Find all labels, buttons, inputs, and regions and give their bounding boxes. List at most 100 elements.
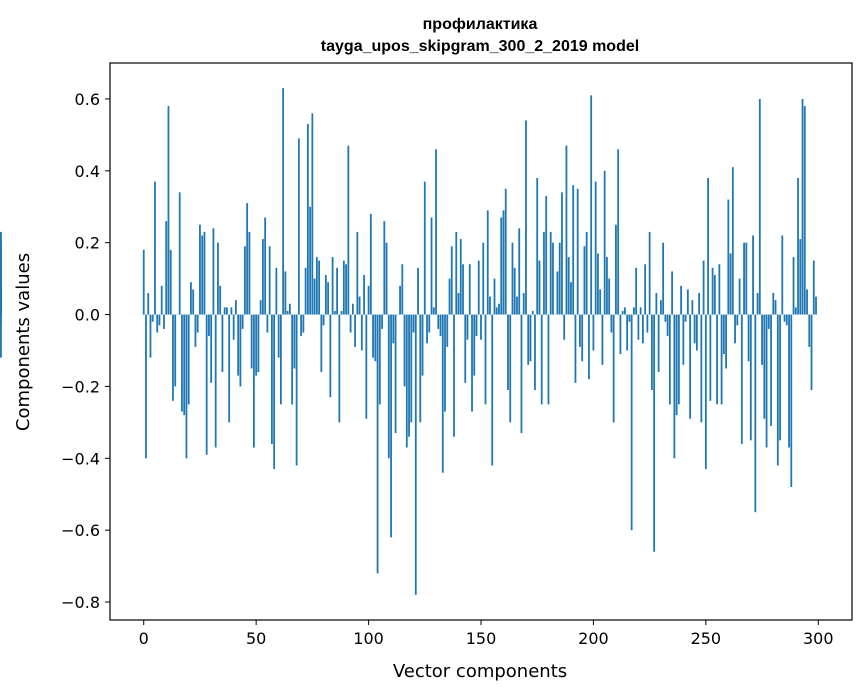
bar — [662, 242, 665, 315]
y-tick-label: 0.0 — [75, 306, 100, 325]
bar — [376, 314, 379, 574]
bar — [567, 257, 570, 315]
bar — [610, 314, 613, 333]
bar — [583, 246, 586, 315]
bar — [468, 264, 471, 315]
bar — [489, 296, 491, 315]
bar — [232, 314, 235, 340]
bar — [466, 314, 469, 340]
bar — [172, 314, 174, 401]
bar — [758, 98, 761, 315]
bar — [561, 192, 563, 315]
bar — [664, 314, 667, 322]
bar — [340, 310, 343, 315]
bar — [374, 314, 377, 362]
bar — [552, 242, 554, 315]
bar — [221, 314, 224, 373]
bar — [356, 231, 359, 315]
bar — [606, 257, 608, 315]
bar — [522, 292, 525, 315]
bar — [223, 307, 226, 315]
bar — [756, 292, 759, 315]
bar — [713, 275, 716, 315]
bar — [410, 314, 413, 423]
bar — [581, 314, 584, 362]
bar — [381, 314, 383, 329]
bar — [774, 300, 777, 315]
bar — [502, 210, 505, 315]
bar — [428, 314, 431, 333]
bar — [797, 177, 799, 315]
bar — [291, 314, 294, 405]
bar — [324, 275, 327, 315]
bar — [761, 314, 763, 365]
bar — [513, 267, 516, 315]
bar — [426, 314, 428, 344]
bar — [390, 314, 392, 538]
bar — [405, 314, 408, 448]
bar — [401, 264, 404, 315]
bar — [244, 246, 246, 315]
bar — [230, 307, 233, 315]
bar — [241, 314, 244, 329]
bar — [579, 314, 581, 347]
bar — [641, 314, 644, 344]
bar — [673, 314, 676, 459]
bar — [151, 314, 154, 322]
bar — [264, 217, 267, 315]
bar — [540, 314, 543, 405]
bar-series — [0, 88, 817, 595]
bar — [630, 314, 633, 531]
bar — [318, 260, 321, 315]
bar — [615, 224, 617, 315]
bar — [639, 307, 642, 315]
bar — [423, 181, 426, 315]
bar — [235, 300, 237, 315]
bar — [257, 314, 260, 373]
bar — [354, 314, 356, 347]
bar — [142, 249, 145, 315]
bar — [145, 314, 147, 459]
bar — [457, 292, 460, 315]
bar — [475, 314, 478, 337]
bar — [511, 242, 514, 315]
bar — [248, 231, 251, 315]
bar — [268, 246, 271, 315]
bar — [799, 239, 802, 315]
bar — [313, 278, 316, 315]
bar — [403, 314, 406, 387]
y-tick-label: −0.4 — [61, 449, 100, 468]
bar — [531, 310, 534, 315]
chart-title: профилактика — [423, 16, 538, 33]
bar — [729, 253, 732, 315]
bar — [549, 231, 552, 315]
bar — [498, 303, 500, 315]
bar — [284, 271, 287, 315]
bar — [716, 314, 718, 405]
bar — [633, 307, 635, 315]
bar — [644, 264, 647, 315]
bar — [617, 149, 620, 315]
bar — [590, 95, 593, 315]
bar — [547, 314, 550, 405]
bar — [689, 314, 692, 419]
bar — [462, 264, 464, 315]
bar — [576, 188, 579, 315]
bar — [745, 242, 748, 315]
bar — [790, 314, 793, 488]
bar — [259, 300, 262, 315]
bar — [752, 235, 754, 315]
plot-area-frame — [109, 62, 853, 621]
y-tick-label: −0.2 — [61, 377, 100, 396]
bar — [219, 285, 222, 315]
bar — [372, 314, 374, 358]
bar — [666, 314, 669, 337]
bar — [169, 249, 172, 315]
bar — [192, 289, 195, 315]
bar — [417, 267, 419, 315]
bar — [392, 314, 395, 344]
bar — [536, 177, 539, 315]
bar — [709, 314, 712, 401]
bar — [464, 314, 467, 383]
